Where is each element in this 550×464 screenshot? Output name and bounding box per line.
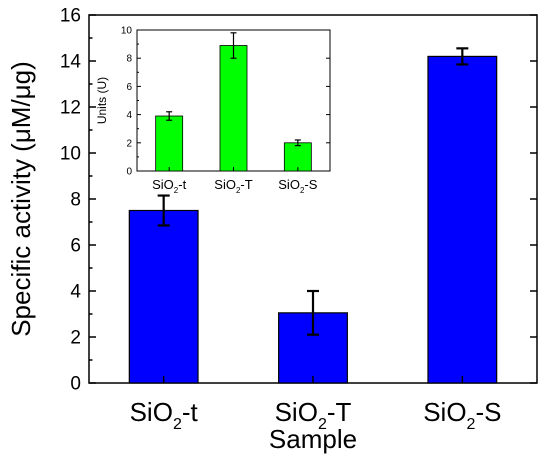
undefinedy-tick-label: 16	[60, 6, 81, 27]
undefinedy-tick-label: 2	[70, 328, 81, 349]
undefinedy-tick-label: 14	[60, 52, 82, 73]
undefinedbar	[128, 209, 199, 384]
undefinedy-tick-label: 4	[126, 110, 132, 121]
undefinedy-tick-label: 10	[121, 26, 133, 37]
undefinedy-axis-title: Specific activity (μM/μg)	[6, 61, 36, 337]
undefinedx-tick-label: SiO2-t	[152, 177, 186, 195]
undefinedx-axis-title: Sample	[269, 424, 357, 454]
undefinedbar	[427, 55, 498, 384]
undefinedy-tick-label: 6	[126, 82, 132, 93]
undefinedy-tick-label: 4	[70, 282, 81, 303]
undefinedy-tick-label: 10	[60, 144, 81, 165]
undefinedbar	[219, 45, 248, 172]
undefinedbar	[155, 115, 184, 172]
undefinedx-tick-label: SiO2-S	[278, 177, 317, 195]
undefinedy-tick-label: 6	[70, 236, 81, 257]
undefinedy-tick-label: 2	[126, 138, 132, 149]
undefinedx-tick-label: SiO2-t	[130, 397, 199, 433]
undefinedx-tick-label: SiO2-S	[423, 397, 501, 433]
undefinedy-axis-title: Units (U)	[95, 77, 109, 124]
undefinedy-tick-label: 8	[126, 54, 132, 65]
undefinedx-tick-label: SiO2-T	[275, 397, 352, 433]
inset-chart: 0 2 4 6 8 10 SiO2-t SiO2-T SiO2-S Units (U)	[95, 26, 331, 195]
undefinedbar	[283, 142, 312, 172]
undefinedy-tick-label: 8	[70, 190, 81, 211]
main-chart: 0 2 4 6 8 10 12 14 16 SiO2-t SiO2-T SiO2-S Sample Spe…	[6, 6, 538, 454]
undefinedy-tick-label: 0	[70, 374, 81, 395]
undefinedy-tick-label: 0	[126, 167, 132, 178]
undefinedy-tick-label: 12	[60, 98, 81, 119]
undefinedx-tick-label: SiO2-T	[214, 177, 252, 195]
